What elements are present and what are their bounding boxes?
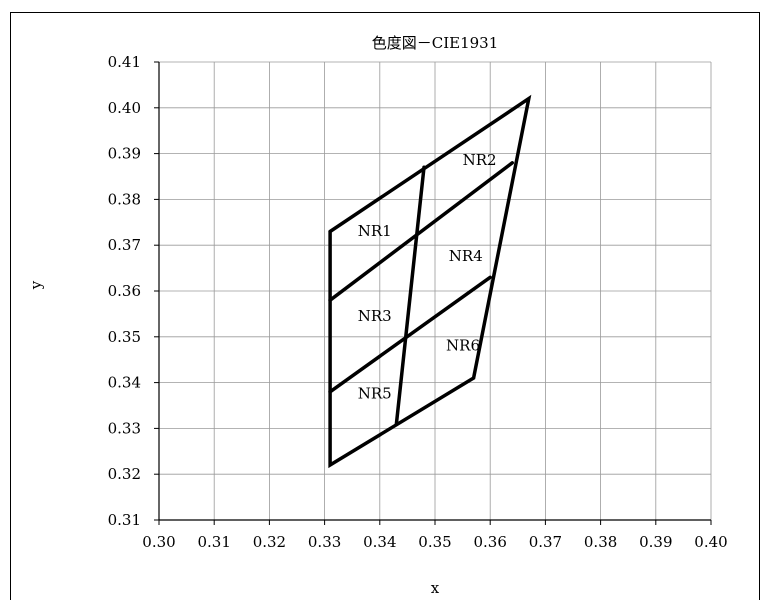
region-label: NR3	[358, 307, 392, 325]
y-tick-label: 0.36	[108, 282, 141, 300]
series-lines	[328, 94, 532, 469]
chart-title: 色度図－CIE1931	[372, 34, 499, 52]
y-tick-label: 0.39	[108, 145, 141, 163]
series-line	[328, 94, 532, 469]
x-tick-label: 0.31	[197, 533, 230, 551]
x-tick-label: 0.40	[694, 533, 727, 551]
grid	[154, 61, 712, 525]
y-axis-label: y	[27, 280, 45, 290]
x-tick-label: 0.34	[363, 533, 396, 551]
x-tick-label: 0.37	[529, 533, 562, 551]
y-tick-label: 0.38	[108, 190, 141, 208]
region-label: NR2	[463, 151, 497, 169]
x-tick-labels: 0.30 0.31 0.32 0.33 0.34 0.35 0.36 0.37 0.38 0.39…	[142, 533, 727, 551]
region-label: NR5	[358, 385, 392, 403]
chart-frame: 色度図－CIE1931 0.30 0.31 0.32 0.33 0.34 0.35 0.36…	[10, 12, 760, 600]
y-tick-label: 0.33	[108, 419, 141, 437]
region-label: NR4	[449, 247, 483, 265]
x-axis-label: x	[431, 579, 440, 597]
x-tick-label: 0.32	[253, 533, 286, 551]
series-line	[328, 275, 492, 394]
y-tick-label: 0.32	[108, 465, 141, 483]
series-line	[394, 165, 426, 426]
y-tick-label: 0.31	[108, 511, 141, 529]
y-tick-label: 0.34	[108, 374, 141, 392]
x-tick-label: 0.39	[639, 533, 672, 551]
y-tick-label: 0.37	[108, 236, 141, 254]
y-tick-labels: 0.41 0.40 0.39 0.38 0.37 0.36 0.35 0.34 0.33 0.32…	[108, 53, 141, 529]
y-tick-label: 0.41	[108, 53, 141, 71]
region-labels: NR1 NR2 NR3 NR4 NR5 NR6	[358, 151, 497, 403]
x-tick-label: 0.35	[418, 533, 451, 551]
x-tick-label: 0.38	[584, 533, 617, 551]
x-tick-label: 0.30	[142, 533, 175, 551]
chromaticity-chart: 色度図－CIE1931 0.30 0.31 0.32 0.33 0.34 0.35 0.36…	[27, 34, 728, 597]
region-label: NR6	[446, 337, 480, 355]
y-tick-label: 0.35	[108, 328, 141, 346]
x-tick-label: 0.33	[308, 533, 341, 551]
series-line	[328, 161, 515, 302]
region-label: NR1	[358, 222, 392, 240]
y-tick-label: 0.40	[108, 99, 141, 117]
x-tick-label: 0.36	[473, 533, 506, 551]
